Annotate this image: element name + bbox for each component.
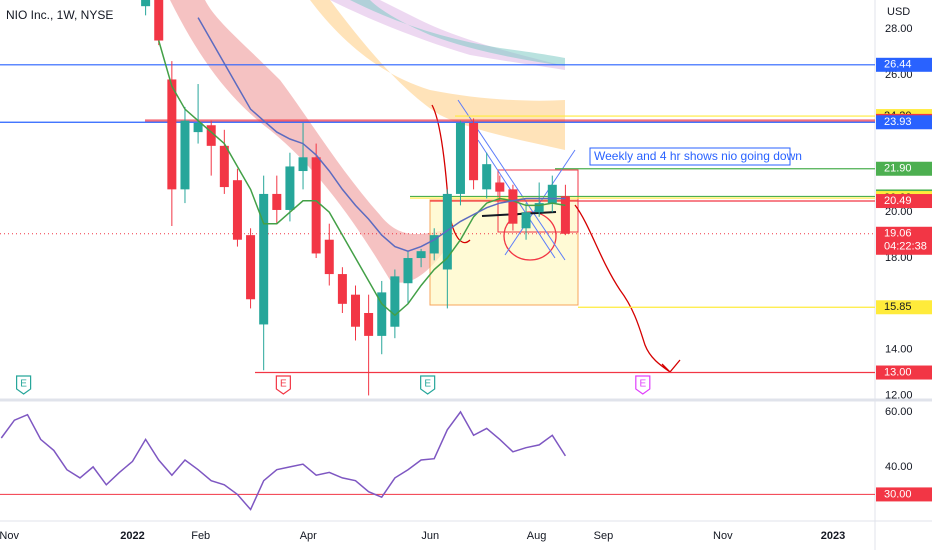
x-tick-label: Nov	[713, 530, 733, 542]
chart-title: NIO Inc., 1W, NYSE	[6, 8, 113, 22]
rsi-tick-label: 60.00	[885, 406, 913, 418]
price-label: 21.90	[884, 163, 912, 175]
range-box	[429, 199, 579, 306]
price-label: 26.44	[884, 59, 912, 71]
x-tick-label: Nov	[0, 530, 19, 542]
earnings-marker	[275, 375, 291, 395]
candle-body	[521, 212, 531, 229]
x-tick-label: Aug	[527, 530, 547, 542]
y-tick-label: 20.00	[885, 206, 913, 218]
candle-body	[154, 0, 164, 41]
candle-body	[469, 122, 479, 181]
x-tick-label: 2022	[120, 530, 144, 542]
price-label-bg	[876, 226, 932, 255]
candle-body	[219, 145, 229, 188]
annotation: Weekly and 4 hr shows nio going down	[594, 149, 802, 163]
rsi-line	[0, 410, 567, 511]
x-tick-label: Apr	[300, 530, 317, 542]
countdown: 04:22:38	[884, 241, 927, 253]
candle-body	[508, 189, 518, 224]
x-tick-label: Jun	[421, 530, 439, 542]
cloud-red	[170, 0, 445, 283]
price-label: 23.93	[884, 116, 912, 128]
candle-body	[429, 235, 439, 254]
earnings-label: E	[20, 379, 27, 390]
ma-line	[157, 40, 566, 317]
earnings-marker	[635, 375, 651, 395]
y-tick-label: 18.00	[885, 252, 913, 264]
candle-body	[167, 79, 177, 190]
candle-body	[495, 182, 505, 192]
earnings-marker	[16, 375, 32, 395]
x-tick-label: Sep	[594, 530, 614, 542]
candle-body	[442, 193, 452, 270]
rsi-level-label: 30.00	[884, 488, 912, 500]
price-label-bg	[876, 365, 932, 380]
candle-body	[390, 276, 400, 327]
candle-body	[351, 294, 361, 327]
candle-body	[193, 122, 203, 133]
cloud-teal	[350, 0, 565, 66]
candle-body	[298, 157, 308, 172]
candle-body	[534, 203, 544, 213]
y-tick-label: 12.00	[885, 389, 913, 401]
earnings-label: E	[639, 379, 646, 390]
candle-body	[560, 196, 570, 234]
y-tick-label: 14.00	[885, 344, 913, 356]
earnings-marker	[420, 375, 436, 395]
price-label: 15.85	[884, 301, 912, 313]
candle-body	[311, 157, 321, 254]
price-label: 13.00	[884, 366, 912, 378]
earnings-label: E	[424, 379, 431, 390]
x-tick-label: 2023	[821, 530, 845, 542]
rsi-tick-label: 40.00	[885, 461, 913, 473]
price-label: 20.49	[884, 195, 912, 207]
price-label: 19.06	[884, 228, 912, 240]
candle-body	[272, 193, 282, 210]
candle-body	[416, 251, 426, 259]
candle-body	[547, 184, 557, 204]
rsi-level-bg	[876, 487, 932, 502]
candle-body	[364, 312, 374, 336]
candle-body	[180, 120, 190, 190]
candle-body	[403, 258, 413, 284]
candle-body	[324, 239, 334, 275]
price-label-bg	[876, 194, 932, 209]
candle-body	[482, 164, 492, 190]
cloud-orange	[310, 0, 565, 150]
candle-body	[141, 0, 151, 7]
price-label-bg	[876, 57, 932, 72]
candle-body	[246, 235, 256, 300]
price-label-bg	[876, 115, 932, 130]
ma-line	[197, 17, 566, 252]
circle	[503, 211, 557, 261]
x-tick-label: Feb	[191, 530, 210, 542]
annotation-box	[589, 147, 791, 166]
candle-body	[337, 274, 347, 304]
candle-body	[259, 193, 269, 325]
trend-line	[481, 211, 557, 217]
candle-body	[455, 122, 465, 194]
y-tick-label: 28.00	[885, 23, 913, 35]
candle-body	[232, 180, 242, 240]
candle-body	[206, 125, 216, 146]
candle-body	[377, 292, 387, 336]
trend-line	[504, 149, 576, 256]
currency: USD	[887, 6, 910, 18]
candle-body	[285, 166, 295, 210]
price-label-bg	[876, 300, 932, 315]
price-label-bg	[876, 161, 932, 176]
earnings-label: E	[280, 379, 287, 390]
